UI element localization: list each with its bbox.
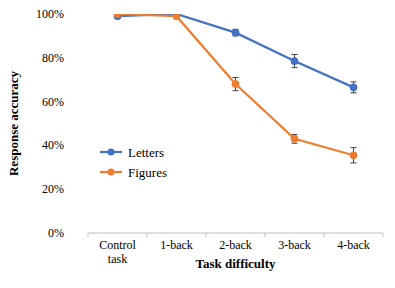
x-tick [147,233,148,237]
plot-area [114,14,357,163]
x-tick [324,233,325,237]
y-tick-label: 100% [36,7,64,21]
x-tick [383,233,384,237]
y-tick [85,57,88,58]
error-bar [351,82,357,93]
y-tick [85,189,88,190]
error-cap [233,90,239,91]
x-tick-label-line: task [108,252,127,266]
chart: 0% 20% 40% 60% 80% 100% Controltask 1-back 2-bac… [0,0,395,288]
y-tick [85,145,88,146]
x-axis-title: Task difficulty [195,256,276,271]
x-tick-label: 4-back [337,238,370,252]
legend-label: Letters [128,145,164,160]
error-cap [233,77,239,78]
y-tick-label: 80% [42,51,64,65]
x-axis [88,233,383,234]
x-tick-label-line: Control [99,238,136,252]
error-bar [233,78,239,91]
error-bar [292,55,298,68]
y-tick-label: 40% [42,138,64,152]
y-tick-label: 60% [42,95,64,109]
x-tick-label: Controltask [99,238,136,266]
error-cap [292,54,298,55]
error-cap [351,92,357,93]
x-tick-label: 1-back [160,238,193,252]
legend-marker [108,149,115,156]
series-marker [173,14,180,20]
legend-label: Figures [128,165,167,180]
y-tick [85,14,88,15]
series-marker [232,29,239,36]
error-cap [351,147,357,148]
y-tick [85,101,88,102]
x-tick-label: 3-back [278,238,311,252]
x-tick-label: 2-back [219,238,252,252]
series-marker [350,84,357,91]
error-bar [351,148,357,163]
series-marker [291,58,298,65]
error-cap [351,162,357,163]
x-tick [88,233,89,237]
error-bar [292,134,298,143]
series-marker [114,14,121,18]
y-axis-title: Response accuracy [6,70,21,176]
x-tick [265,233,266,237]
series-line [118,14,354,155]
series-marker [350,152,357,159]
series-marker [232,81,239,88]
y-axis [88,14,89,233]
series-line [118,14,354,87]
y-tick-label: 20% [42,182,64,196]
x-tick [206,233,207,237]
error-cap [292,134,298,135]
error-cap [292,143,298,144]
error-bar [233,29,239,36]
legend-marker [108,169,115,176]
y-tick-label: 0% [48,226,64,240]
error-cap [292,67,298,68]
error-cap [351,81,357,82]
series-marker [291,135,298,142]
